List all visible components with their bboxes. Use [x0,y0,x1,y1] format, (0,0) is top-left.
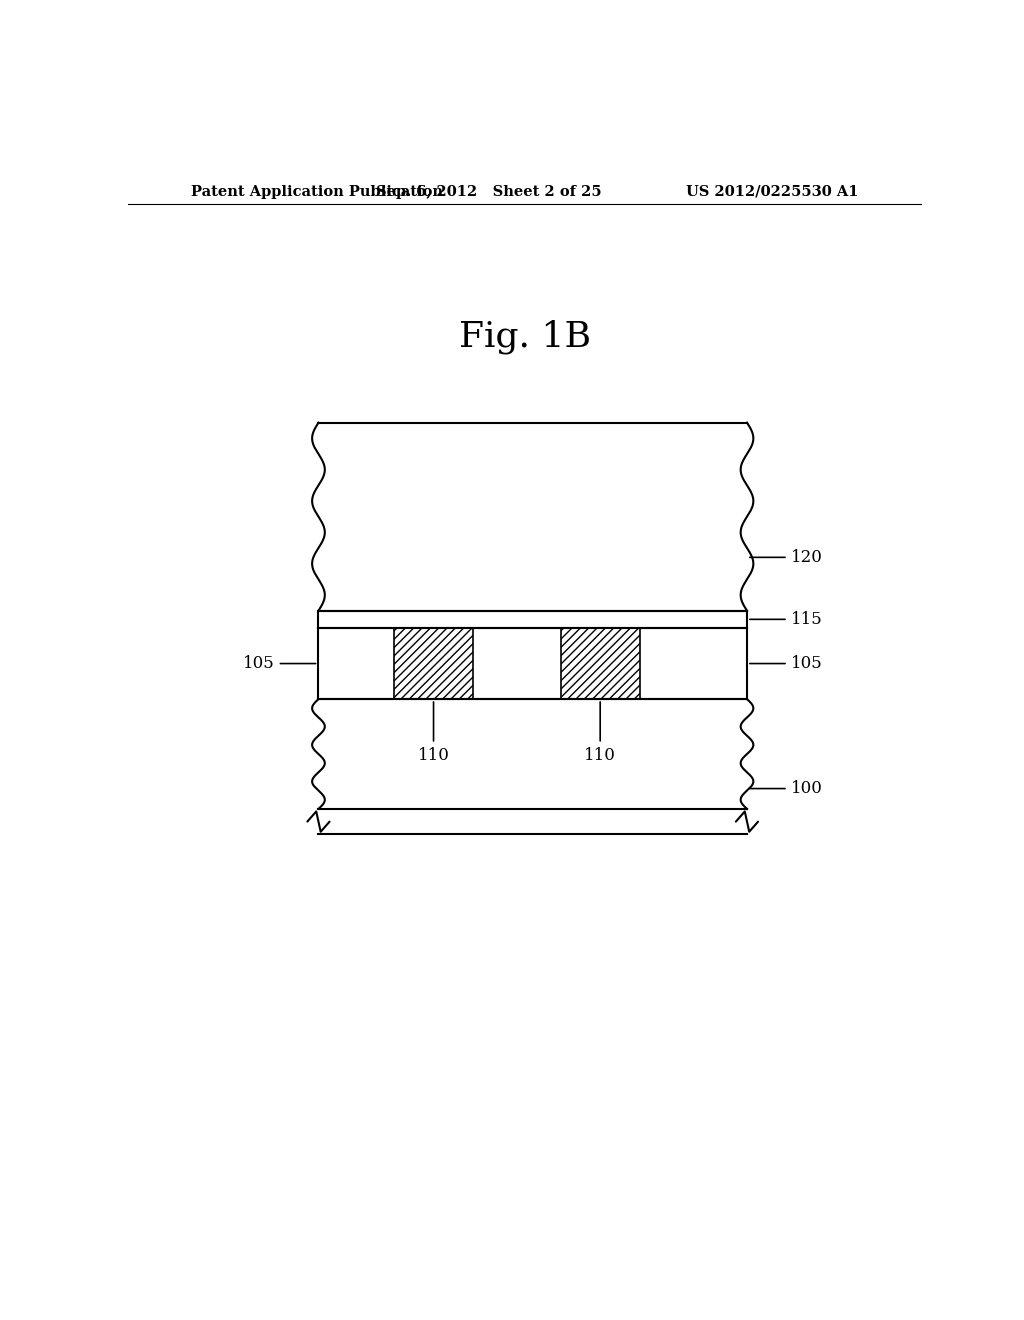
Text: Sep. 6, 2012   Sheet 2 of 25: Sep. 6, 2012 Sheet 2 of 25 [376,185,602,199]
Text: Fig. 1B: Fig. 1B [459,319,591,354]
Text: 110: 110 [585,702,616,763]
Bar [318,611,748,628]
Text: 110: 110 [418,702,450,763]
Text: 120: 120 [750,549,822,566]
Text: 105: 105 [243,655,315,672]
Bar [560,628,640,700]
Text: 100: 100 [750,780,822,797]
Text: 105: 105 [750,655,822,672]
Text: US 2012/0225530 A1: US 2012/0225530 A1 [686,185,858,199]
Text: 115: 115 [750,611,822,628]
Text: Patent Application Publication: Patent Application Publication [191,185,443,199]
Bar [394,628,473,700]
